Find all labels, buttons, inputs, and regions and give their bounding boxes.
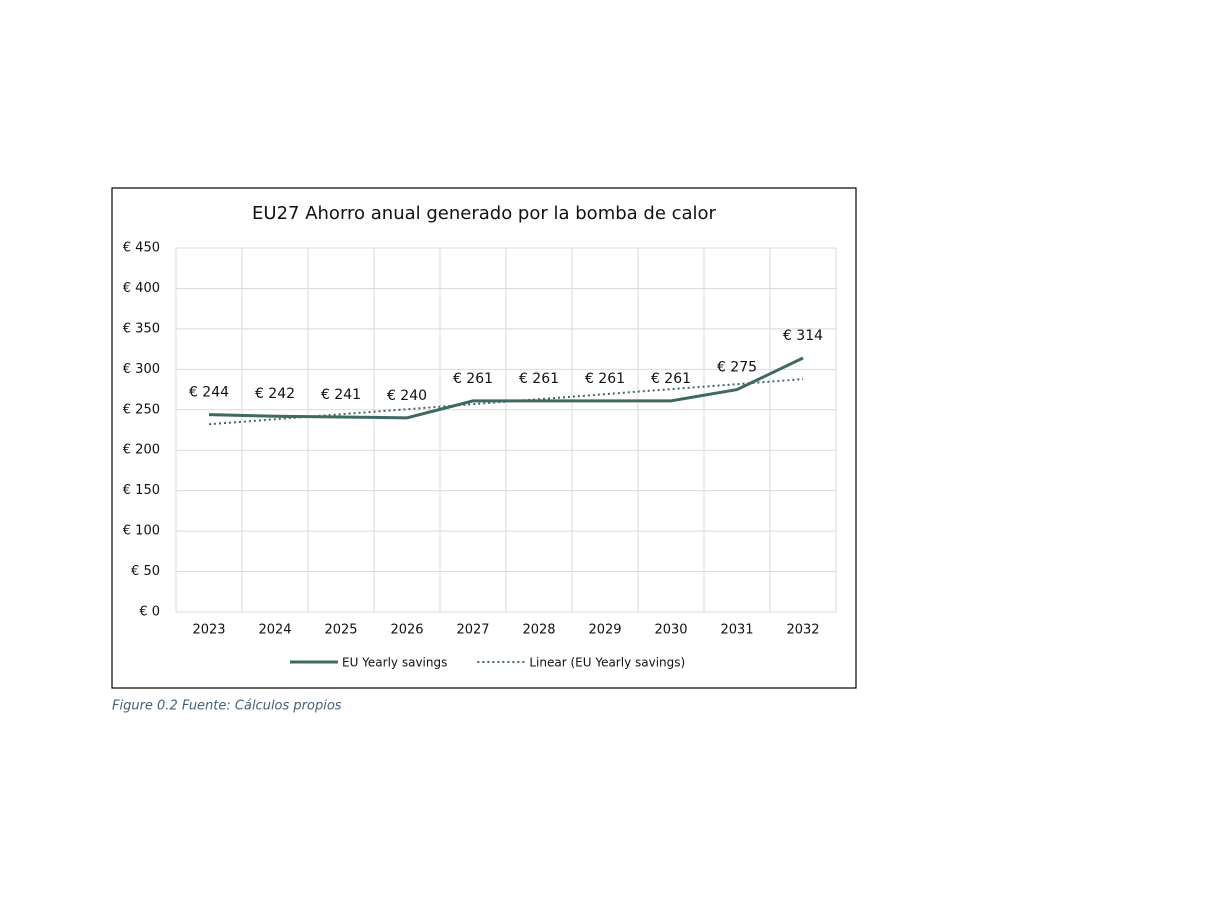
y-tick-label: € 300 (123, 362, 160, 377)
data-label: € 241 (321, 387, 361, 403)
chart-frame (111, 187, 857, 689)
x-tick-label: 2024 (258, 623, 291, 638)
data-label: € 261 (519, 371, 559, 387)
x-tick-label: 2027 (456, 623, 489, 638)
legend-label: EU Yearly savings (342, 656, 447, 670)
y-tick-label: € 50 (131, 564, 160, 579)
y-tick-label: € 350 (123, 321, 160, 336)
y-tick-label: € 0 (139, 605, 160, 620)
x-tick-label: 2032 (786, 623, 819, 638)
x-tick-label: 2031 (720, 623, 753, 638)
y-tick-label: € 450 (123, 241, 160, 256)
data-label: € 261 (453, 371, 493, 387)
y-tick-label: € 100 (123, 524, 160, 539)
x-tick-label: 2030 (654, 623, 687, 638)
x-tick-label: 2023 (192, 623, 225, 638)
data-label: € 244 (189, 385, 229, 401)
caption: Figure 0.2 Fuente: Cálculos propios (112, 699, 342, 714)
y-tick-label: € 200 (123, 443, 160, 458)
chart-title: EU27 Ahorro anual generado por la bomba … (252, 203, 717, 224)
x-tick-label: 2025 (324, 623, 357, 638)
y-tick-label: € 250 (123, 402, 160, 417)
legend-label: Linear (EU Yearly savings) (529, 656, 685, 670)
y-tick-label: € 150 (123, 483, 160, 498)
data-label: € 240 (387, 388, 427, 404)
x-tick-label: 2029 (588, 623, 621, 638)
x-tick-label: 2026 (390, 623, 423, 638)
data-label: € 275 (717, 360, 757, 376)
x-tick-label: 2028 (522, 623, 555, 638)
data-label: € 314 (783, 328, 823, 344)
data-label: € 261 (651, 371, 691, 387)
series-line (208, 356, 804, 420)
series-line (208, 378, 804, 426)
data-label: € 261 (585, 371, 625, 387)
data-label: € 242 (255, 386, 295, 402)
y-tick-label: € 400 (123, 281, 160, 296)
